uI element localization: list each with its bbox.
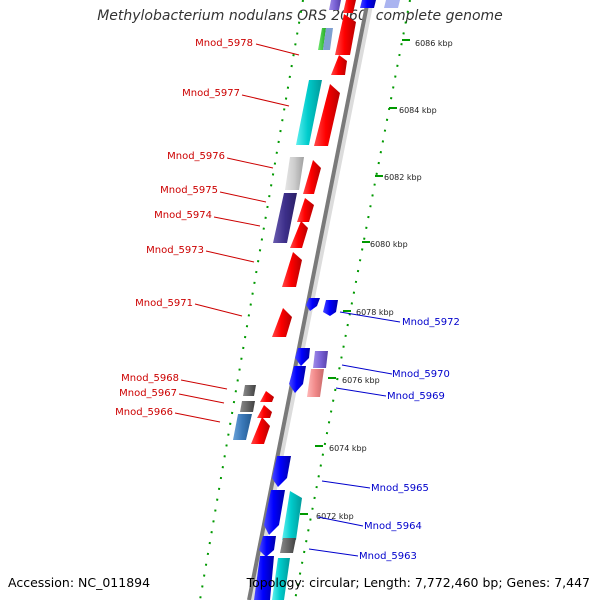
gene-feature-lavender-top[interactable]	[384, 0, 400, 8]
gene-arrow-mnod5976[interactable]	[303, 160, 321, 194]
gene-label-mnod5966[interactable]: Mnod_5966	[115, 407, 173, 418]
map-title: Methylobacterium nodulans ORS 2060, comp…	[97, 8, 503, 24]
gene-arrow-mnod5966[interactable]	[251, 417, 270, 444]
gene-arrow-mnod5971[interactable]	[272, 308, 292, 337]
gene-label-mnod5977[interactable]: Mnod_5977	[182, 88, 240, 99]
gene-arrow-mnod5975[interactable]	[297, 198, 314, 222]
gene-arrow-mnod5969[interactable]	[289, 366, 306, 393]
right-gene-labels: Mnod_5972 Mnod_5970 Mnod_5969 Mnod_5965 …	[359, 317, 460, 562]
gene-arrow-mnod5963[interactable]	[259, 536, 276, 557]
kbp-labels: 6086 kbp 6084 kbp 6082 kbp 6080 kbp 6078…	[316, 39, 453, 521]
gene-label-mnod5968[interactable]: Mnod_5968	[121, 373, 179, 384]
gene-label-mnod5973[interactable]: Mnod_5973	[146, 245, 204, 256]
gene-label-mnod5975[interactable]: Mnod_5975	[160, 185, 218, 196]
gene-label-mnod5969[interactable]: Mnod_5969	[387, 391, 445, 402]
gene-label-mnod5964[interactable]: Mnod_5964	[364, 521, 422, 532]
gene-arrow-mnod5965[interactable]	[272, 456, 291, 487]
gene-arrow-bottom-reverse[interactable]	[254, 556, 274, 600]
gene-feature-navy-mnod5974[interactable]	[273, 193, 297, 243]
gene-feature-darkgray-mnod5963[interactable]	[280, 538, 296, 553]
gene-label-mnod5970[interactable]: Mnod_5970	[392, 369, 450, 380]
gene-feature-darkgray-mnod5968[interactable]	[243, 385, 256, 396]
gene-label-mnod5978[interactable]: Mnod_5978	[195, 38, 253, 49]
gene-arrow-mnod5977[interactable]	[314, 84, 340, 146]
left-leader-lines	[174, 43, 300, 423]
gene-label-mnod5976[interactable]: Mnod_5976	[167, 151, 225, 162]
right-leader-lines	[308, 311, 401, 557]
forward-strand-genes	[251, 0, 356, 444]
gene-arrow-mnod5978-a[interactable]	[343, 0, 356, 13]
outer-right-track	[272, 0, 400, 600]
kbp-label: 6082 kbp	[384, 173, 422, 182]
inner-dotted-ring	[199, 0, 304, 600]
gene-arrow-mnod5978-b[interactable]	[335, 14, 356, 55]
gene-label-mnod5967[interactable]: Mnod_5967	[119, 388, 177, 399]
gene-arrow-mnod5964[interactable]	[264, 490, 285, 535]
gene-feature-cyan-bottom[interactable]	[272, 558, 290, 600]
gene-arrow-mnod5967[interactable]	[257, 405, 272, 418]
gene-feature-cyan-mnod5964[interactable]	[282, 491, 302, 540]
kbp-label: 6074 kbp	[329, 444, 367, 453]
gene-arrow-mnod5972-a[interactable]	[306, 298, 320, 311]
gene-feature-gray-mnod5976[interactable]	[285, 157, 304, 190]
kbp-ticks	[300, 39, 410, 515]
kbp-label: 6072 kbp	[316, 512, 354, 521]
gene-feature-green[interactable]	[318, 28, 326, 50]
accession-info: Accession: NC_011894	[8, 575, 151, 590]
gene-arrow-mnod5970[interactable]	[295, 348, 310, 366]
kbp-label: 6086 kbp	[415, 39, 453, 48]
gene-feature-steel-mnod5966[interactable]	[233, 414, 252, 440]
gene-feature-darkgray-mnod5967[interactable]	[240, 401, 255, 412]
kbp-label: 6078 kbp	[356, 308, 394, 317]
gene-feature-lavender-top[interactable]	[329, 0, 341, 10]
gene-label-mnod5974[interactable]: Mnod_5974	[154, 210, 212, 221]
gene-feature-lavender-mnod5970[interactable]	[313, 351, 328, 368]
kbp-label: 6084 kbp	[399, 106, 437, 115]
gene-arrow-mnod5973[interactable]	[282, 252, 302, 287]
kbp-label: 6080 kbp	[370, 240, 408, 249]
gene-feature-cyan-mnod5977[interactable]	[296, 80, 322, 145]
gene-label-mnod5971[interactable]: Mnod_5971	[135, 298, 193, 309]
gene-label-mnod5972[interactable]: Mnod_5972	[402, 317, 460, 328]
gene-arrow-mnod5968[interactable]	[260, 391, 274, 402]
gene-arrow-mnod5972-b[interactable]	[323, 300, 338, 316]
gene-feature-lightblue[interactable]	[323, 28, 333, 50]
gene-arrow-mnod5978-c[interactable]	[331, 55, 347, 75]
kbp-label: 6076 kbp	[342, 376, 380, 385]
left-gene-labels: Mnod_5978 Mnod_5977 Mnod_5976 Mnod_5975 …	[115, 38, 253, 418]
gene-feature-pink-mnod5969[interactable]	[307, 369, 324, 397]
gene-label-mnod5965[interactable]: Mnod_5965	[371, 483, 429, 494]
reverse-strand-genes	[254, 0, 376, 600]
gene-label-mnod5963[interactable]: Mnod_5963	[359, 551, 417, 562]
gene-arrow-top-reverse[interactable]	[360, 0, 376, 8]
inner-left-track	[233, 0, 341, 440]
genome-summary: Topology: circular; Length: 7,772,460 bp…	[246, 575, 590, 590]
gene-arrow-mnod5974[interactable]	[290, 221, 308, 248]
